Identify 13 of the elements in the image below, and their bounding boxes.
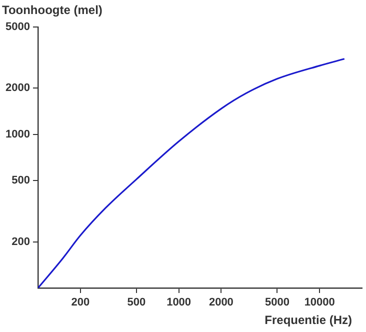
x-tick-label: 2000 bbox=[208, 296, 234, 309]
x-tick-label: 10000 bbox=[304, 296, 335, 309]
y-tick-label: 5000 bbox=[6, 21, 30, 34]
y-axis-title: Toonhoogte (mel) bbox=[2, 3, 102, 17]
x-tick-label: 1000 bbox=[166, 296, 192, 309]
x-tick-label: 200 bbox=[71, 296, 90, 309]
y-tick-label: 500 bbox=[12, 174, 30, 187]
y-tick-label: 1000 bbox=[6, 128, 30, 140]
x-axis-title: Frequentie (Hz) bbox=[264, 313, 352, 327]
y-tick-label: 200 bbox=[12, 236, 30, 248]
x-tick-label: 5000 bbox=[264, 296, 290, 309]
x-tick-label: 500 bbox=[127, 296, 146, 309]
y-tick-label: 2000 bbox=[6, 82, 30, 94]
